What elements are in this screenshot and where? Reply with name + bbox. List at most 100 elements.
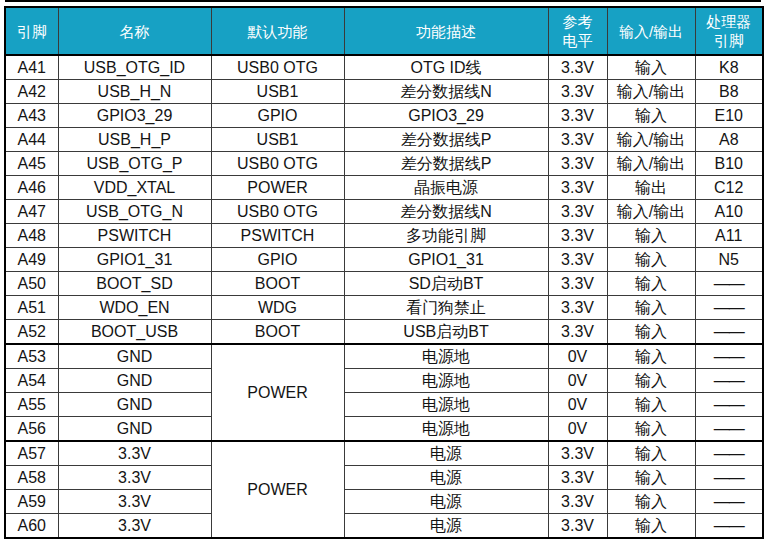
- top-crop-line: [5, 0, 761, 2]
- table-cell: 输入: [607, 514, 695, 539]
- table-cell: 输入: [607, 272, 695, 296]
- table-cell: 3.3V: [548, 490, 607, 514]
- table-cell: 输入: [607, 224, 695, 248]
- table-cell: VDD_XTAL: [58, 176, 211, 200]
- table-cell: A56: [5, 417, 58, 442]
- table-cell: 电源: [344, 441, 548, 466]
- table-cell: GPIO: [211, 248, 344, 272]
- table-cell: 3.3V: [548, 176, 607, 200]
- pin-table-header: 引脚名称默认功能功能描述参考 电平输入/输出处理器 引脚: [5, 7, 763, 55]
- table-row: A51WDO_ENWDG看门狗禁止3.3V输入——: [5, 296, 763, 320]
- table-row: A49GPIO1_31GPIOGPIO1_313.3V输入N5: [5, 248, 763, 272]
- table-cell: ——: [695, 441, 763, 466]
- table-cell: 3.3V: [548, 272, 607, 296]
- table-cell: USB启动BT: [344, 320, 548, 345]
- table-cell: USB_OTG_P: [58, 152, 211, 176]
- table-row: A44USB_H_PUSB1差分数据线P3.3V输入/输出A8: [5, 128, 763, 152]
- table-cell: USB1: [211, 80, 344, 104]
- column-header-io: 输入/输出: [607, 7, 695, 55]
- pin-table: 引脚名称默认功能功能描述参考 电平输入/输出处理器 引脚 A41USB_OTG_…: [4, 6, 764, 539]
- table-cell: 输入: [607, 55, 695, 80]
- table-cell: 3.3V: [548, 128, 607, 152]
- table-cell: 输入: [607, 393, 695, 417]
- table-cell: 3.3V: [548, 466, 607, 490]
- table-cell: ——: [695, 369, 763, 393]
- table-cell: A50: [5, 272, 58, 296]
- table-cell: 输入: [607, 296, 695, 320]
- table-cell: GPIO: [211, 104, 344, 128]
- page: 引脚名称默认功能功能描述参考 电平输入/输出处理器 引脚 A41USB_OTG_…: [0, 0, 765, 539]
- table-cell: 3.3V: [548, 320, 607, 345]
- table-cell: 电源: [344, 514, 548, 539]
- table-cell: 3.3V: [548, 296, 607, 320]
- table-cell: B8: [695, 80, 763, 104]
- table-cell: A57: [5, 441, 58, 466]
- table-cell: GPIO1_31: [344, 248, 548, 272]
- table-cell: A44: [5, 128, 58, 152]
- table-row: A56GND电源地0V输入——: [5, 417, 763, 442]
- table-row: A48PSWITCHPSWITCH多功能引脚3.3V输入A11: [5, 224, 763, 248]
- table-cell: A45: [5, 152, 58, 176]
- column-header-default: 默认功能: [211, 7, 344, 55]
- table-cell: 输入/输出: [607, 152, 695, 176]
- table-row: A55GND电源地0V输入——: [5, 393, 763, 417]
- column-header-proc_pin: 处理器 引脚: [695, 7, 763, 55]
- table-row: A603.3V电源3.3V输入——: [5, 514, 763, 539]
- table-cell: USB0 OTG: [211, 152, 344, 176]
- table-cell: 多功能引脚: [344, 224, 548, 248]
- table-cell: B10: [695, 152, 763, 176]
- table-cell: 3.3V: [58, 514, 211, 539]
- table-cell: 输入: [607, 104, 695, 128]
- table-cell: ——: [695, 320, 763, 345]
- table-cell: 输入/输出: [607, 128, 695, 152]
- table-row: A46VDD_XTALPOWER晶振电源3.3V输出C12: [5, 176, 763, 200]
- table-cell: 3.3V: [548, 104, 607, 128]
- table-cell: 电源地: [344, 369, 548, 393]
- table-cell: A49: [5, 248, 58, 272]
- table-cell: 看门狗禁止: [344, 296, 548, 320]
- table-cell: A42: [5, 80, 58, 104]
- table-cell: 差分数据线P: [344, 152, 548, 176]
- table-cell: A41: [5, 55, 58, 80]
- table-cell: 输入: [607, 369, 695, 393]
- table-cell: WDO_EN: [58, 296, 211, 320]
- table-cell: USB1: [211, 128, 344, 152]
- table-cell: 输入: [607, 417, 695, 442]
- table-cell: 3.3V: [548, 514, 607, 539]
- table-cell: WDG: [211, 296, 344, 320]
- table-cell: 输入: [607, 248, 695, 272]
- table-row: A41USB_OTG_IDUSB0 OTGOTG ID线3.3V输入K8: [5, 55, 763, 80]
- table-cell: GPIO3_29: [344, 104, 548, 128]
- table-cell: ——: [695, 272, 763, 296]
- table-cell: 电源地: [344, 393, 548, 417]
- table-cell: ——: [695, 490, 763, 514]
- table-cell: 差分数据线N: [344, 80, 548, 104]
- table-cell: 3.3V: [548, 55, 607, 80]
- table-cell: A54: [5, 369, 58, 393]
- table-cell: 3.3V: [548, 152, 607, 176]
- table-cell: 晶振电源: [344, 176, 548, 200]
- table-cell: C12: [695, 176, 763, 200]
- table-cell: 输入: [607, 490, 695, 514]
- table-cell: USB0 OTG: [211, 55, 344, 80]
- table-cell: 电源地: [344, 417, 548, 442]
- column-header-level: 参考 电平: [548, 7, 607, 55]
- column-header-desc: 功能描述: [344, 7, 548, 55]
- table-row: A583.3V电源3.3V输入——: [5, 466, 763, 490]
- table-cell: ——: [695, 514, 763, 539]
- table-cell: 差分数据线N: [344, 200, 548, 224]
- table-cell: BOOT: [211, 272, 344, 296]
- table-cell: 电源: [344, 490, 548, 514]
- table-cell: A51: [5, 296, 58, 320]
- table-cell: A60: [5, 514, 58, 539]
- table-cell: USB_OTG_ID: [58, 55, 211, 80]
- table-cell: USB_H_P: [58, 128, 211, 152]
- table-cell: A53: [5, 344, 58, 369]
- table-cell: BOOT: [211, 320, 344, 345]
- table-cell: A48: [5, 224, 58, 248]
- column-header-name: 名称: [58, 7, 211, 55]
- table-cell: A52: [5, 320, 58, 345]
- table-cell: 电源: [344, 466, 548, 490]
- table-cell: 3.3V: [58, 490, 211, 514]
- table-cell: A43: [5, 104, 58, 128]
